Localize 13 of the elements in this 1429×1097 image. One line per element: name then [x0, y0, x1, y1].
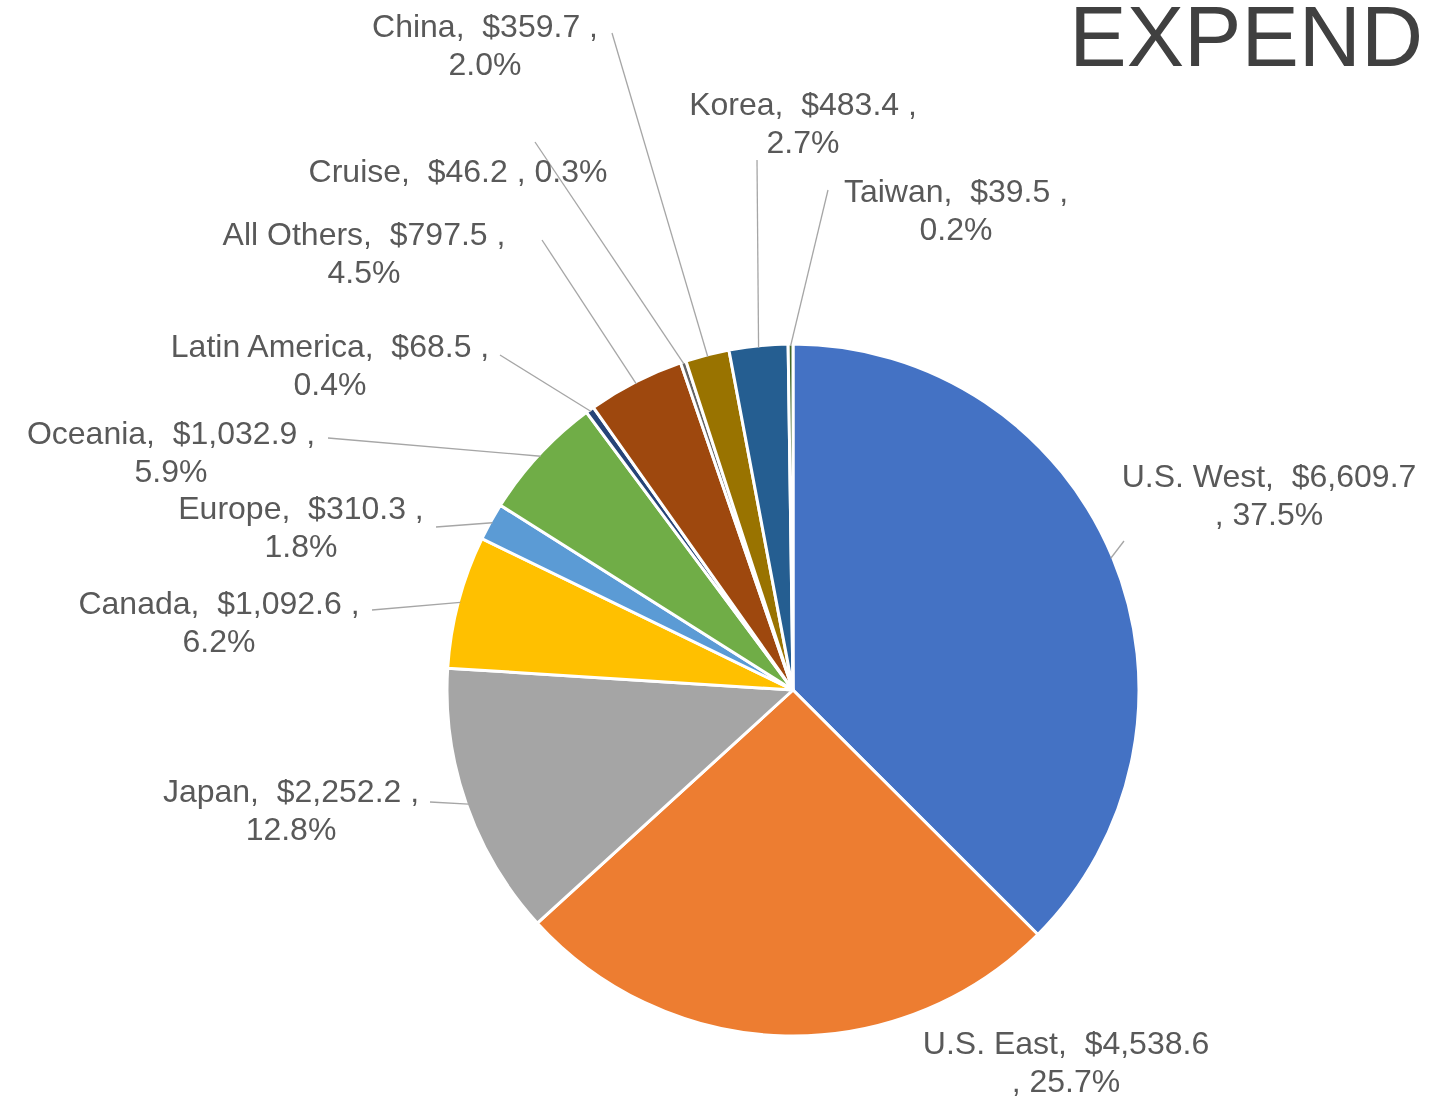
slice-label: China, $359.7 , 2.0%: [372, 7, 598, 82]
slice-label: Oceania, $1,032.9 , 5.9%: [26, 414, 316, 489]
slice-label: Japan, $2,252.2 , 12.8%: [162, 772, 420, 847]
slice-label: U.S. West, $6,609.7 , 37.5%: [1121, 457, 1417, 532]
slice-label: All Others, $797.5 , 4.5%: [222, 215, 506, 290]
slice-label: Latin America, $68.5 , 0.4%: [170, 327, 490, 402]
slice-label: U.S. East, $4,538.6 , 25.7%: [922, 1024, 1210, 1097]
slice-label: Canada, $1,092.6 , 6.2%: [78, 584, 360, 659]
chart-title: EXPEND: [1069, 0, 1423, 84]
slice-label: Korea, $483.4 , 2.7%: [689, 85, 917, 160]
slice-label: Europe, $310.3 , 1.8%: [178, 489, 424, 564]
slice-label: Cruise, $46.2 , 0.3%: [308, 152, 608, 189]
slice-label: Taiwan, $39.5 , 0.2%: [843, 172, 1069, 247]
